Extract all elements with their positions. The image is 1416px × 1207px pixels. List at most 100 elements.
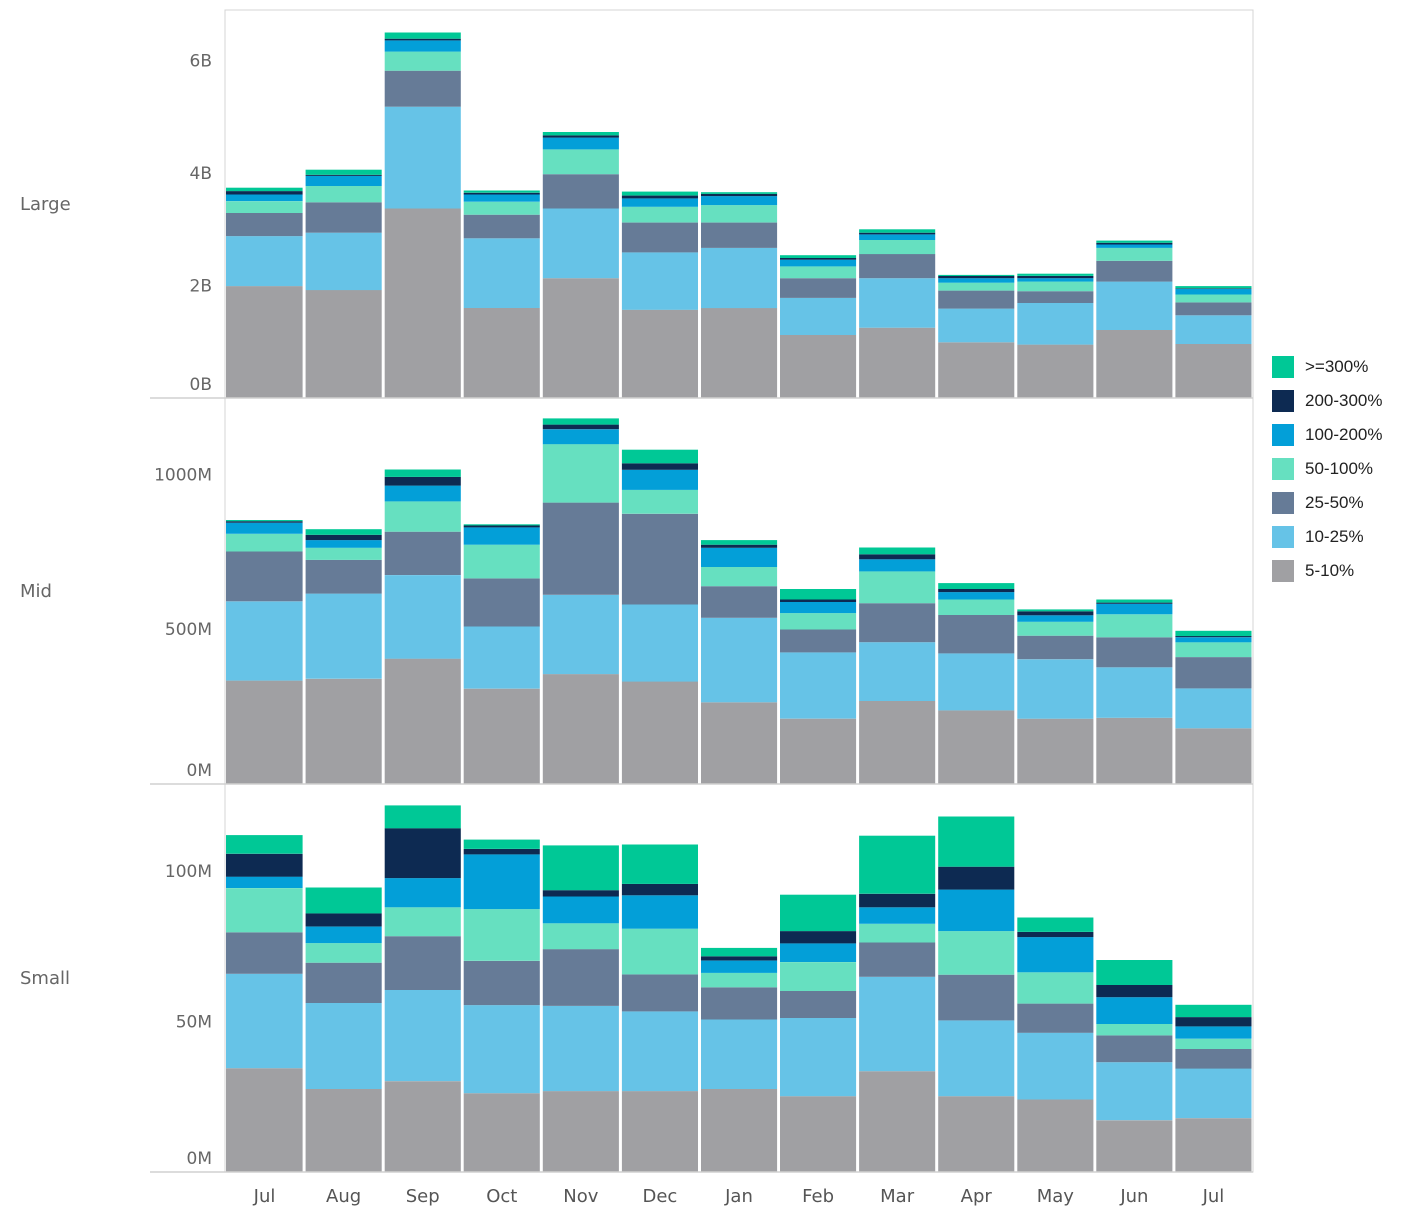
bar-segment-25-50pct: [226, 551, 303, 602]
bar-segment-200-300pct: [305, 174, 382, 176]
bar-segment-50-100pct: [463, 201, 540, 215]
bar-segment-100-200pct: [780, 602, 857, 614]
x-tick-label: Dec: [643, 1186, 678, 1207]
bar-segment-200-300pct: [938, 589, 1015, 593]
bar-segment-25-50pct: [938, 615, 1015, 654]
bar-segment-100-200pct: [621, 469, 698, 490]
bar-segment-100-200pct: [542, 896, 619, 924]
bar-segment-10-25pct: [542, 208, 619, 279]
bar-segment-50-100pct: [1017, 281, 1094, 292]
bar-segment-100-200pct: [384, 485, 461, 502]
bar-segment-25-50pct: [859, 254, 936, 279]
bar-segment-10-25pct: [542, 594, 619, 675]
bar-segment-100-200pct: [1017, 937, 1094, 973]
bar-segment-10-25pct: [1017, 659, 1094, 719]
bar-segment-50-100pct: [938, 931, 1015, 975]
bar-segment-50-100pct: [1017, 621, 1094, 636]
bar-segment-50-100pct: [542, 149, 619, 175]
legend-item-100-200pct: 100-200%: [1272, 418, 1383, 452]
legend-item-5-10pct: 5-10%: [1272, 554, 1383, 588]
bar-segment-5-10pct: [1096, 1120, 1173, 1172]
bar-segment-25-50pct: [463, 214, 540, 239]
bar-segment-gte-300pct: [542, 845, 619, 891]
y-tick-label: 100M: [165, 862, 212, 882]
bar-segment-25-50pct: [305, 962, 382, 1003]
bar-segment-50-100pct: [226, 888, 303, 933]
bar-segment-25-50pct: [1096, 1035, 1173, 1063]
legend-swatch: [1272, 492, 1294, 514]
bar-segment-200-300pct: [859, 893, 936, 908]
bar-segment-200-300pct: [305, 534, 382, 541]
bar-segment-25-50pct: [384, 936, 461, 990]
bar-segment-25-50pct: [542, 949, 619, 1006]
x-tick-label: Aug: [326, 1186, 361, 1207]
bar-segment-100-200pct: [859, 234, 936, 240]
bar-segment-25-50pct: [780, 278, 857, 298]
x-tick-label: May: [1037, 1186, 1075, 1207]
bar-segment-200-300pct: [780, 931, 857, 944]
bar-segment-100-200pct: [938, 278, 1015, 283]
bar-segment-100-200pct: [1175, 637, 1252, 643]
legend-label: >=300%: [1305, 357, 1369, 376]
row-label: Mid: [20, 581, 52, 602]
bar-segment-gte-300pct: [305, 529, 382, 535]
bar-segment-gte-300pct: [859, 229, 936, 233]
bar-segment-200-300pct: [701, 544, 778, 548]
bar-segment-gte-300pct: [780, 255, 857, 258]
bar-segment-50-100pct: [226, 201, 303, 213]
y-tick-label: 4B: [190, 164, 212, 184]
bar-segment-200-300pct: [463, 192, 540, 195]
bar-segment-10-25pct: [701, 1019, 778, 1089]
bar-segment-50-100pct: [1175, 642, 1252, 658]
bar-segment-50-100pct: [938, 599, 1015, 615]
bar-segment-25-50pct: [621, 513, 698, 605]
bar-segment-5-10pct: [938, 342, 1015, 398]
bar-segment-gte-300pct: [621, 844, 698, 884]
bar-segment-gte-300pct: [859, 835, 936, 894]
bar-segment-200-300pct: [1096, 242, 1173, 245]
bar-segment-100-200pct: [621, 895, 698, 929]
bar-segment-50-100pct: [938, 282, 1015, 291]
bar-segment-5-10pct: [780, 335, 857, 398]
bar-segment-10-25pct: [1175, 1068, 1252, 1119]
panel-large: Large 0B 2B 4B 6B: [20, 32, 1253, 399]
bar-segment-5-10pct: [463, 1093, 540, 1172]
bar-segment-25-50pct: [701, 987, 778, 1020]
bar-segment-5-10pct: [384, 1081, 461, 1172]
bar-segment-25-50pct: [780, 629, 857, 653]
bar-segment-25-50pct: [542, 502, 619, 595]
bar-segment-50-100pct: [305, 186, 382, 203]
bar-segment-100-200pct: [542, 137, 619, 150]
bar-segment-5-10pct: [226, 286, 303, 398]
bar-segment-10-25pct: [1175, 315, 1252, 344]
bar-segment-100-200pct: [384, 40, 461, 52]
x-tick-label: Mar: [880, 1186, 915, 1207]
bar-segment-10-25pct: [780, 1018, 857, 1097]
bar-segment-200-300pct: [1017, 932, 1094, 938]
bar-segment-25-50pct: [701, 222, 778, 248]
bar-segment-gte-300pct: [305, 887, 382, 914]
bar-segment-50-100pct: [1096, 614, 1173, 638]
bar-segment-50-100pct: [859, 240, 936, 255]
x-tick-label: Feb: [802, 1186, 834, 1207]
bar-segment-100-200pct: [701, 547, 778, 567]
bar-segment-10-25pct: [938, 653, 1015, 711]
bar-segment-gte-300pct: [701, 540, 778, 545]
y-tick-label: 0M: [187, 1149, 212, 1169]
bar-segment-200-300pct: [1175, 636, 1252, 638]
bar-segment-5-10pct: [226, 680, 303, 784]
bar-segment-100-200pct: [1175, 288, 1252, 295]
bar-segment-25-50pct: [780, 990, 857, 1018]
bar-segment-gte-300pct: [542, 132, 619, 136]
legend-swatch: [1272, 526, 1294, 548]
bar-segment-25-50pct: [1017, 291, 1094, 303]
bar-segment-25-50pct: [463, 578, 540, 627]
x-tick-label: Oct: [486, 1186, 517, 1207]
legend-item-gte-300pct: >=300%: [1272, 350, 1383, 384]
bar-segment-gte-300pct: [542, 418, 619, 425]
x-tick-label: Jun: [1119, 1186, 1148, 1207]
bar-segment-10-25pct: [621, 252, 698, 310]
bar-segment-10-25pct: [1017, 1032, 1094, 1100]
bar-segment-10-25pct: [1096, 1062, 1173, 1121]
bar-segment-10-25pct: [305, 593, 382, 679]
